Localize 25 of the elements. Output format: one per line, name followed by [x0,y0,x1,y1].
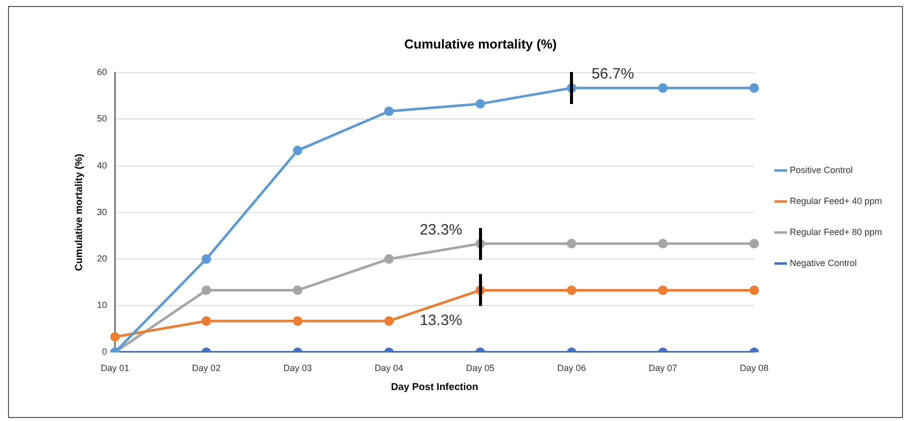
x-axis-title: Day Post Infection [390,382,478,393]
x-tick-label: Day 01 [100,363,130,374]
x-tick-label: Day 07 [648,363,678,374]
y-tick-label: 60 [96,67,108,78]
chart-title: Cumulative mortality (%) [404,36,557,52]
y-tick-label: 20 [96,253,108,264]
x-tick-label: Day 03 [283,363,312,374]
annotation: 13.3% [420,312,462,329]
y-tick-label: 40 [96,160,108,170]
y-tick-label: 50 [96,114,108,124]
annotation: 23.3% [420,221,462,238]
x-tick-label: Day 08 [740,363,768,374]
x-tick-label: Day 06 [557,363,586,374]
x-tick-label: Day 04 [374,363,404,374]
x-tick-label: Day 02 [192,363,221,374]
legend-label: Negative Control [790,258,857,268]
legend-label: Regular Feed+ 40 ppm [790,196,882,206]
x-tick-label: Day 05 [466,363,495,374]
y-tick-label: 0 [102,346,108,357]
y-tick-label: 10 [96,300,108,310]
annotation: 56.7% [592,66,634,83]
legend-label: Positive Control [790,164,853,175]
y-axis-title: Cumulative mortality (%) [74,154,85,272]
legend-label: Regular Feed+ 80 ppm [790,226,882,237]
y-tick-label: 30 [96,206,108,217]
